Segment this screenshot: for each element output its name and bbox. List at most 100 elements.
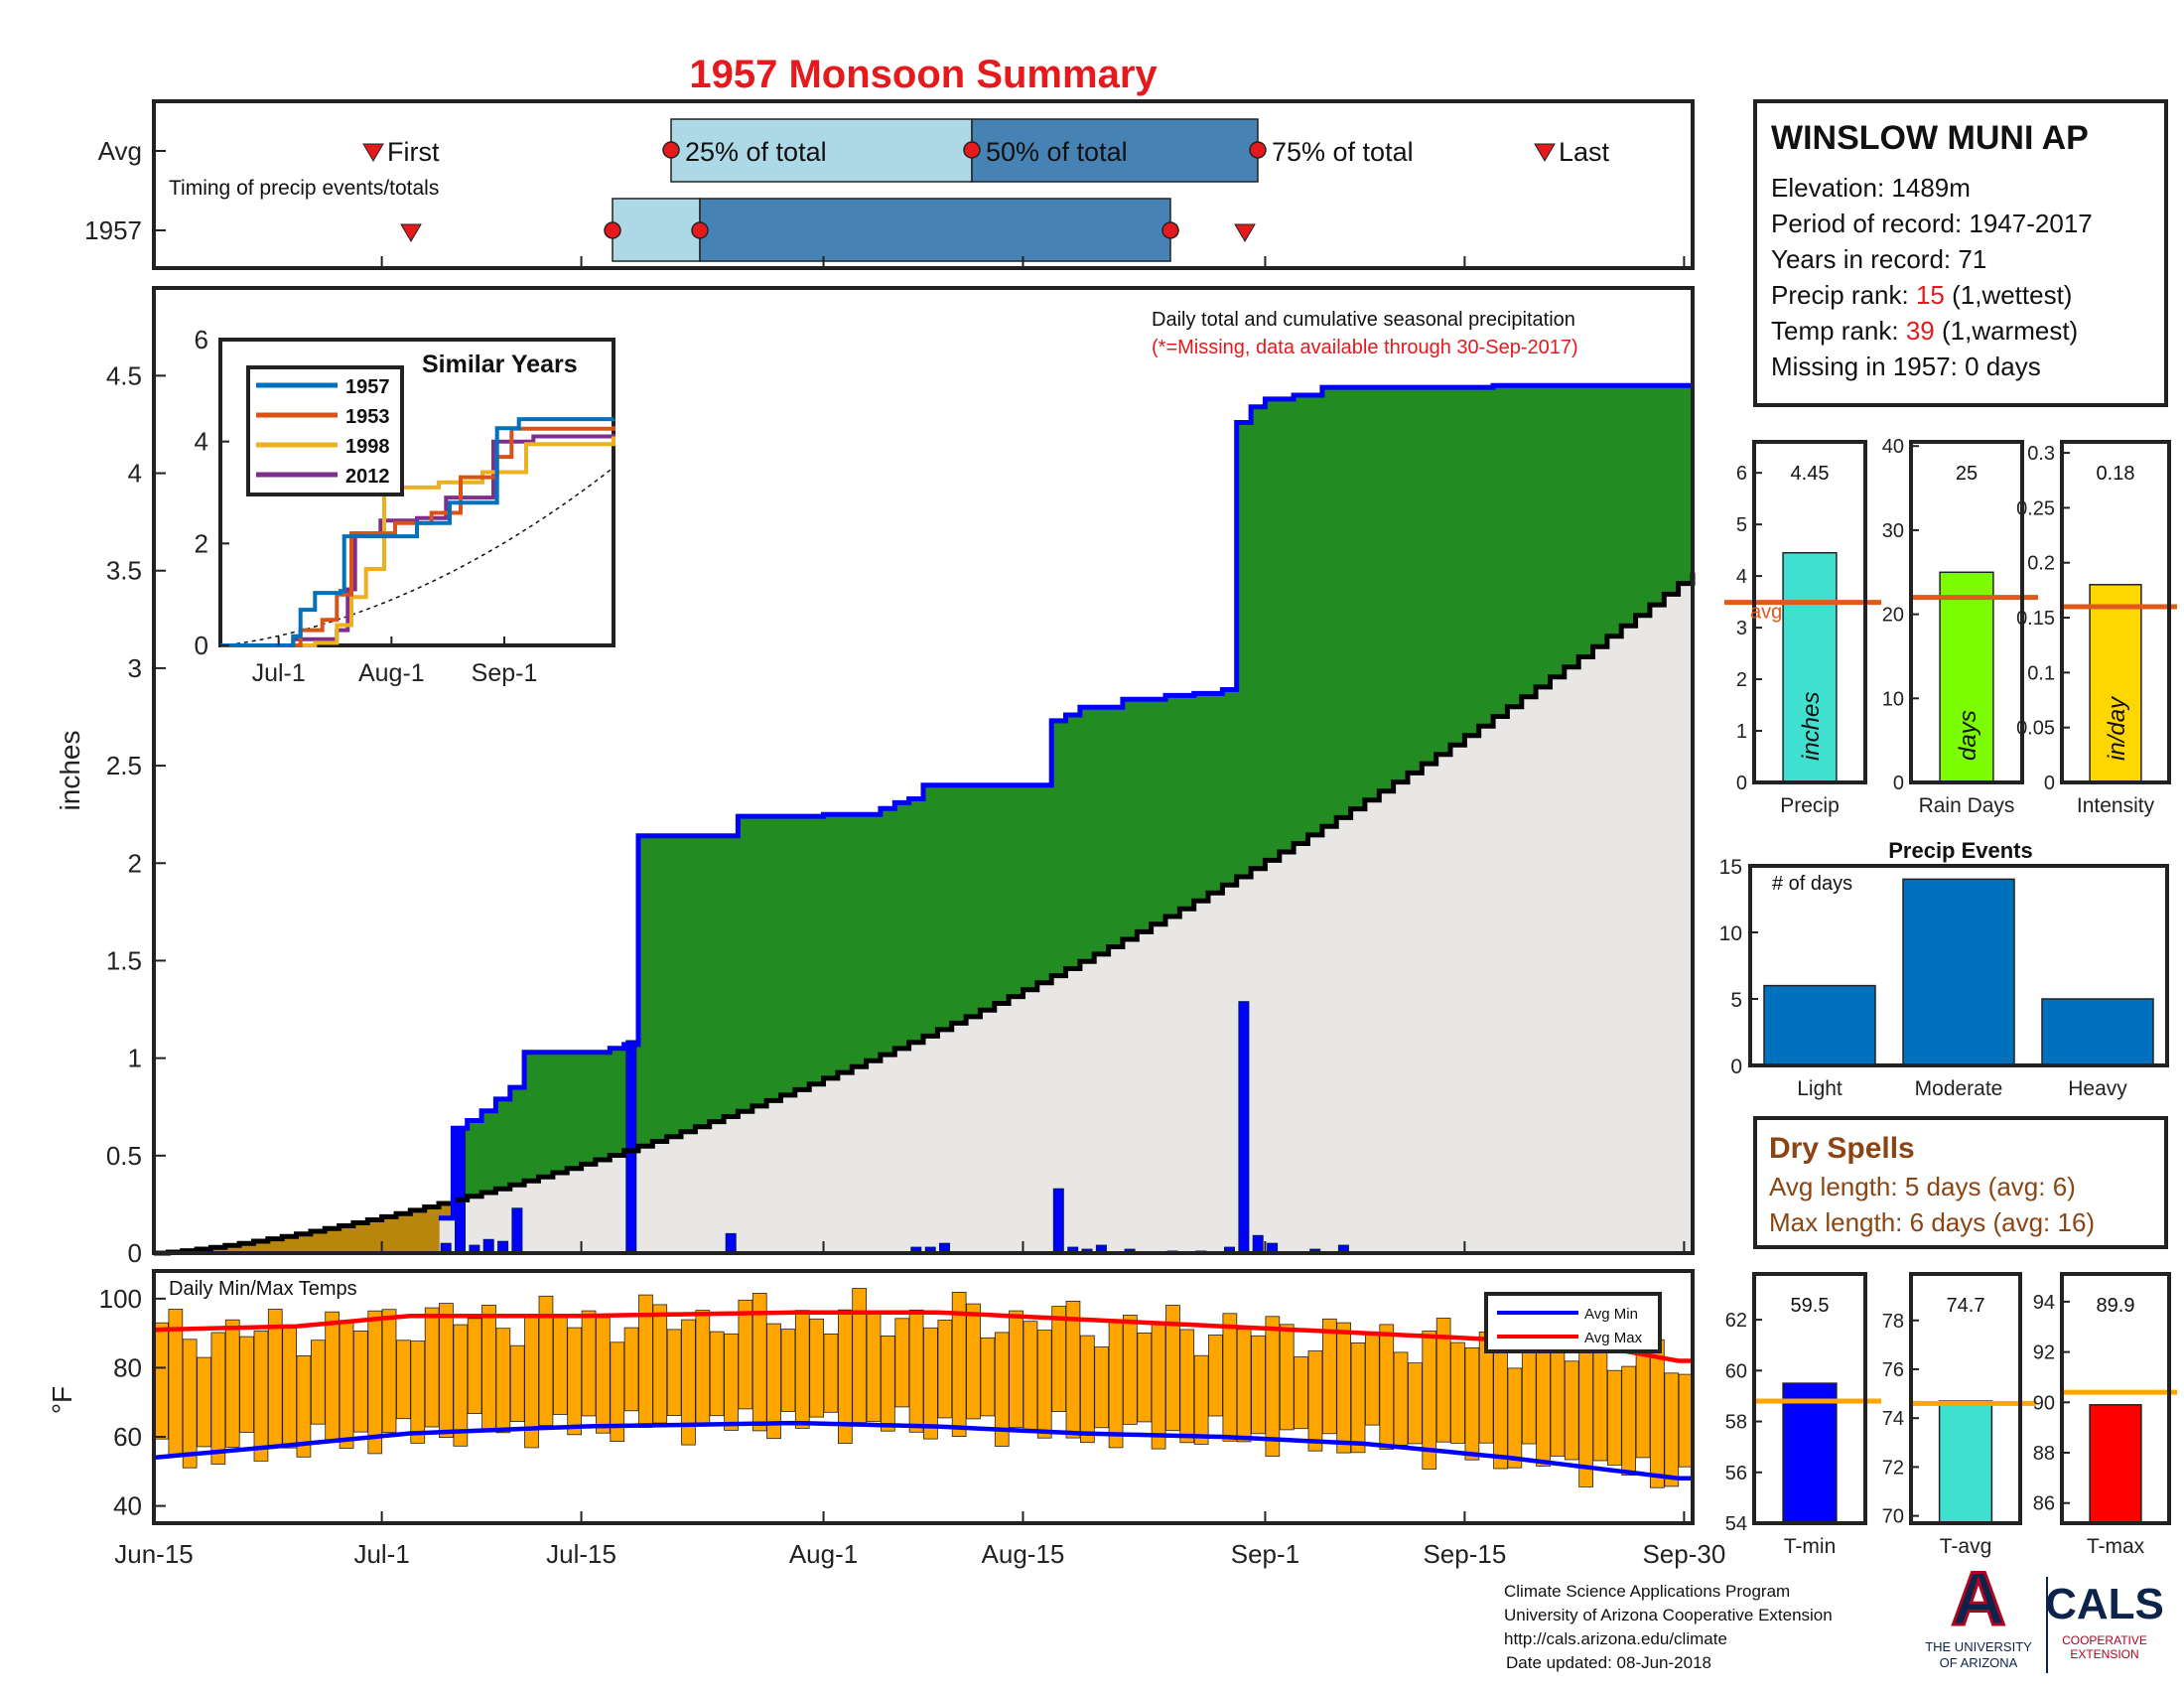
footer-url: http://cals.arizona.edu/climate bbox=[1504, 1629, 1727, 1648]
surplus-segment bbox=[1036, 784, 1052, 983]
x-tick-label: Jul-1 bbox=[353, 1539, 409, 1569]
summary-panel-tmin: 54 56 58 60 62 59.5 T-min bbox=[1725, 1272, 1881, 1558]
summary-ytick-label: 6 bbox=[1736, 463, 1747, 485]
inset-legend: 1957 1953 1998 2012 bbox=[246, 365, 404, 496]
x-tick-label: Aug-15 bbox=[982, 1539, 1065, 1569]
surplus-segment bbox=[610, 1048, 625, 1156]
summary-panel-intensity: 0 0.05 0.1 0.15 0.2 0.25 0.3 0.18 Intensity in/da… bbox=[2016, 440, 2177, 817]
daily-temp-bar bbox=[154, 1322, 169, 1440]
surplus-segment bbox=[1137, 699, 1153, 932]
precip-panel: 0 0.5 1 1.5 2 2.5 3 3.5 4 4.5 inches Daily total … bbox=[55, 286, 1696, 1268]
summary-value-precip: 4.45 bbox=[1791, 463, 1830, 485]
daily-temp-bar bbox=[381, 1309, 397, 1434]
surplus-segment bbox=[1422, 387, 1437, 765]
surplus-segment bbox=[1435, 387, 1451, 755]
timing-panel: Avg 1957 Timing of precip events/totals … bbox=[84, 99, 1695, 270]
daily-temp-bar bbox=[823, 1334, 839, 1413]
surplus-segment bbox=[837, 814, 853, 1073]
deficit-segment bbox=[210, 1247, 226, 1253]
daily-temp-bar bbox=[1065, 1301, 1081, 1439]
surplus-segment bbox=[538, 1052, 554, 1178]
surplus-segment bbox=[1578, 385, 1594, 657]
station-frame bbox=[1753, 99, 2168, 407]
deficit-segment bbox=[381, 1216, 397, 1253]
summary-ytick-label: 30 bbox=[1882, 520, 1904, 542]
summary-panel-precip: 0 1 2 3 4 5 6 4.45 Precip inches avg bbox=[1724, 440, 1881, 817]
surplus-segment bbox=[823, 814, 839, 1078]
year-50-marker bbox=[691, 221, 709, 239]
summary-panel-raindays: 0 10 20 30 40 25 Rain Days days bbox=[1882, 436, 2038, 817]
summary-bar-tmin bbox=[1782, 1382, 1838, 1524]
surplus-segment bbox=[1193, 693, 1209, 902]
precip-frame bbox=[152, 286, 1695, 1255]
daily-temp-bar bbox=[1179, 1329, 1195, 1444]
pct75-label: 75% of total bbox=[1272, 137, 1414, 167]
temp-ylabel: °F bbox=[47, 1386, 77, 1414]
surplus-segment bbox=[1350, 387, 1366, 809]
summary-ytick-label: 10 bbox=[1882, 688, 1904, 710]
avg-first-marker bbox=[362, 143, 384, 162]
dry-spells-frame bbox=[1753, 1116, 2168, 1249]
summary-ytick-label: 88 bbox=[2033, 1443, 2055, 1465]
year-bar-25-50 bbox=[612, 198, 701, 262]
summary-ytick-label: 2 bbox=[1736, 669, 1747, 691]
surplus-segment bbox=[724, 835, 740, 1117]
surplus-segment bbox=[1094, 707, 1110, 954]
daily-temp-bar bbox=[908, 1309, 924, 1433]
surplus-segment bbox=[1023, 784, 1038, 990]
surplus-segment bbox=[1478, 387, 1494, 727]
surplus-segment bbox=[467, 1120, 482, 1197]
daily-temp-bar bbox=[439, 1303, 454, 1438]
summary-bar-tmax bbox=[2089, 1404, 2142, 1524]
daily-temp-bar bbox=[1307, 1350, 1323, 1452]
summary-ytick-label: 0 bbox=[2044, 773, 2055, 794]
daily-temp-bar bbox=[966, 1303, 981, 1420]
daily-temp-bar bbox=[481, 1305, 496, 1431]
daily-temp-bar bbox=[980, 1337, 996, 1417]
precip-ytick-label: 1 bbox=[128, 1044, 142, 1073]
event-bar-moderate bbox=[1902, 878, 2015, 1066]
daily-temp-bar bbox=[937, 1320, 953, 1419]
surplus-segment bbox=[1051, 720, 1067, 976]
daily-temp-bar bbox=[1607, 1369, 1622, 1466]
daily-temp-bar bbox=[1123, 1315, 1138, 1425]
deficit-segment bbox=[239, 1243, 255, 1253]
avg-50-marker bbox=[963, 141, 981, 159]
inset-series-1998 bbox=[220, 436, 615, 647]
timing-subtitle: Timing of precip events/totals bbox=[169, 177, 439, 200]
dry-spells-avg: Avg length: 5 days (avg: 6) bbox=[1769, 1172, 2076, 1201]
precip-ytick-label: 4 bbox=[128, 459, 142, 489]
precip-ytick-label: 2.5 bbox=[106, 751, 142, 780]
surplus-segment bbox=[1151, 699, 1166, 924]
daily-temp-bar bbox=[567, 1327, 583, 1436]
summary-label-intensity: Intensity bbox=[2077, 794, 2155, 817]
cals-logo: CALS COOPERATIVE EXTENSION bbox=[2045, 1580, 2164, 1661]
daily-temp-bar bbox=[352, 1331, 368, 1433]
events-frame bbox=[1748, 864, 2169, 1067]
surplus-segment bbox=[738, 816, 753, 1112]
surplus-segment bbox=[1108, 707, 1124, 947]
timing-row-year-label: 1957 bbox=[84, 215, 142, 245]
ua-logo: A THE UNIVERSITY OF ARIZONA bbox=[1925, 1556, 2032, 1671]
precip-ytick-label: 0.5 bbox=[106, 1141, 142, 1171]
events-ytick-label: 15 bbox=[1719, 856, 1742, 879]
precip-ytick-label: 3 bbox=[128, 653, 142, 683]
daily-temp-bar bbox=[325, 1311, 341, 1442]
summary-value-tavg: 74.7 bbox=[1947, 1295, 1985, 1317]
summary-ytick-label: 74 bbox=[1882, 1408, 1904, 1430]
daily-temp-bar bbox=[1051, 1306, 1066, 1412]
surplus-segment bbox=[1364, 387, 1380, 800]
surplus-segment bbox=[581, 1052, 597, 1165]
inset-ytick-label: 2 bbox=[195, 528, 208, 558]
deficit-segment bbox=[253, 1241, 269, 1253]
precip-missing-note: (*=Missing, data available through 30-Se… bbox=[1152, 337, 1578, 358]
year-bar-50-75 bbox=[699, 198, 1171, 262]
daily-temp-bar bbox=[1664, 1372, 1680, 1487]
daily-temp-bar bbox=[1322, 1318, 1337, 1435]
footer-university: University of Arizona Cooperative Extens… bbox=[1504, 1606, 1833, 1624]
surplus-segment bbox=[509, 1087, 525, 1186]
daily-temp-bar bbox=[1294, 1356, 1308, 1430]
summary-value-intensity: 0.18 bbox=[2097, 463, 2135, 485]
